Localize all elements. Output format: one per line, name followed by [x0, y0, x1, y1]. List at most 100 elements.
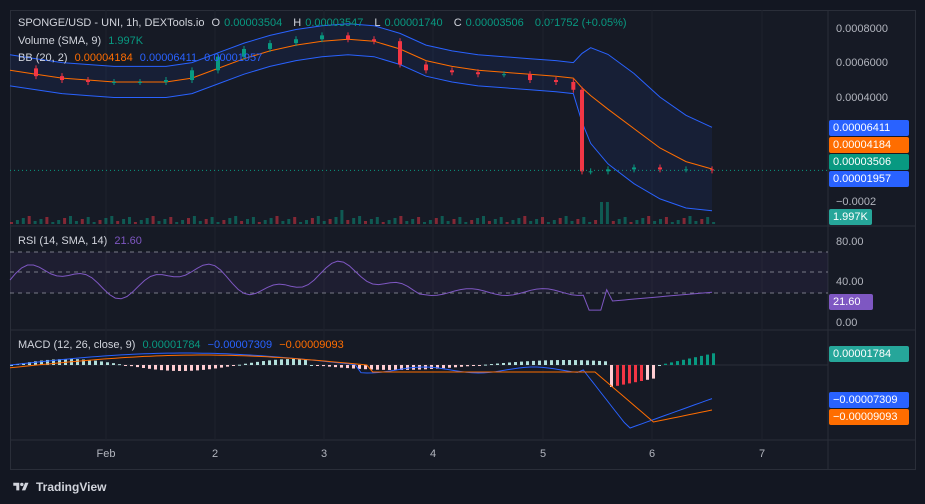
- candle-body: [554, 80, 558, 82]
- volume-bar: [428, 220, 432, 224]
- volume-bar: [653, 221, 657, 224]
- volume-bar: [546, 222, 550, 224]
- volume-bar: [594, 220, 598, 224]
- macd-histogram-bar: [394, 365, 397, 370]
- volume-bar: [210, 217, 214, 224]
- candle-body: [606, 169, 610, 172]
- candle-body: [632, 167, 636, 170]
- macd-line-tag: −0.00007309: [829, 392, 909, 408]
- macd-histogram-bar: [190, 365, 193, 371]
- macd-histogram-bar: [196, 365, 199, 371]
- volume-bar: [74, 221, 78, 224]
- candle-body: [216, 56, 220, 71]
- macd-line: [9, 352, 713, 429]
- volume-bar: [45, 217, 49, 224]
- macd-histogram-bar: [22, 363, 25, 365]
- volume-bar: [411, 219, 415, 224]
- macd-histogram-bar: [484, 364, 487, 366]
- candle-body: [710, 169, 714, 171]
- tradingview-footer[interactable]: TradingView: [12, 480, 106, 494]
- rsi-axis-label: 80.00: [836, 236, 864, 248]
- macd-histogram-bar: [388, 365, 391, 370]
- macd-histogram-bar: [544, 360, 547, 365]
- volume-bar: [181, 220, 185, 224]
- macd-histogram-bar: [340, 365, 343, 368]
- candle-body: [588, 171, 593, 173]
- volume-bar: [57, 220, 61, 224]
- volume-bar: [316, 216, 320, 224]
- volume-bar: [375, 217, 379, 224]
- volume-bar: [287, 219, 291, 224]
- volume-bar: [440, 216, 444, 224]
- volume-bar: [552, 220, 556, 224]
- rsi-line: [9, 260, 713, 311]
- bb-lower-tag: 0.00001957: [829, 171, 909, 187]
- macd-histogram-bar: [676, 361, 679, 365]
- macd-histogram-bar: [688, 358, 691, 365]
- volume-bar: [470, 220, 474, 224]
- bb-mid-tag: 0.00004184: [829, 137, 909, 153]
- volume-bar: [617, 219, 621, 224]
- macd-histogram-bar: [514, 362, 517, 365]
- macd-histogram-bar: [358, 365, 361, 369]
- candle-body: [502, 74, 506, 76]
- macd-histogram-bar: [382, 365, 385, 370]
- candle-body: [294, 39, 298, 44]
- macd-histogram-bar: [112, 363, 115, 365]
- macd-histogram-bar: [172, 365, 175, 371]
- macd-histogram-bar: [610, 365, 613, 387]
- volume-bar: [187, 218, 190, 224]
- volume-bar: [511, 220, 515, 224]
- macd-histogram-bar: [448, 365, 451, 368]
- macd-histogram-bar: [256, 361, 259, 365]
- volume-bar: [328, 219, 332, 224]
- macd-signal-line: [9, 354, 713, 423]
- macd-histogram-bar: [670, 362, 673, 365]
- volume-bar: [446, 221, 450, 224]
- volume-bar: [110, 216, 114, 224]
- volume-bar: [659, 219, 662, 224]
- macd-histogram-bar: [622, 365, 625, 385]
- volume-bar: [582, 217, 586, 224]
- ohlc-high: H 0.00003547: [293, 17, 364, 29]
- candle-body: [190, 70, 194, 81]
- macd-histogram-bar: [28, 362, 31, 365]
- bb-lower-line: [9, 54, 713, 212]
- volume-bar: [228, 218, 232, 224]
- macd-histogram-bar: [664, 363, 667, 365]
- macd-histogram-bar: [106, 362, 109, 365]
- volume-bar: [33, 221, 37, 224]
- macd-legend[interactable]: MACD (12, 26, close, 9) 0.00001784 −0.00…: [18, 339, 344, 351]
- rsi-axis-label: 40.00: [836, 276, 864, 288]
- volume-bar: [128, 217, 131, 224]
- candle-body: [112, 81, 116, 83]
- macd-histogram-bar: [328, 365, 331, 367]
- symbol-title[interactable]: SPONGE/USD - UNI, 1h, DEXTools.io: [18, 17, 205, 29]
- macd-histogram-bar: [274, 359, 277, 365]
- volume-bar: [706, 217, 710, 224]
- volume-bar: [27, 216, 31, 224]
- volume-bar: [647, 216, 651, 224]
- volume-bar: [51, 222, 55, 224]
- bb-legend[interactable]: BB (20, 2) 0.00004184 0.00006411 0.00001…: [18, 52, 263, 64]
- candle-body: [242, 48, 246, 57]
- x-axis-label: 6: [648, 448, 656, 460]
- volume-bar: [570, 221, 574, 224]
- macd-histogram-bar: [550, 360, 553, 365]
- rsi-legend[interactable]: RSI (14, SMA, 14) 21.60: [18, 235, 142, 247]
- macd-histogram-bar: [604, 361, 607, 365]
- volume-legend[interactable]: Volume (SMA, 9) 1.997K: [18, 35, 144, 47]
- volume-bar: [588, 222, 592, 224]
- macd-histogram-bar: [436, 365, 439, 369]
- macd-histogram-bar: [286, 359, 289, 365]
- macd-histogram-bar: [154, 365, 157, 370]
- volume-bar: [387, 220, 391, 224]
- volume-bar: [322, 221, 326, 224]
- macd-histogram-bar: [178, 365, 181, 371]
- volume-bar: [523, 216, 527, 224]
- macd-histogram-bar: [532, 360, 535, 365]
- tradingview-brand: TradingView: [36, 480, 107, 494]
- macd-histogram-bar: [250, 362, 253, 365]
- volume-bar: [299, 222, 303, 224]
- candle-body: [164, 80, 168, 82]
